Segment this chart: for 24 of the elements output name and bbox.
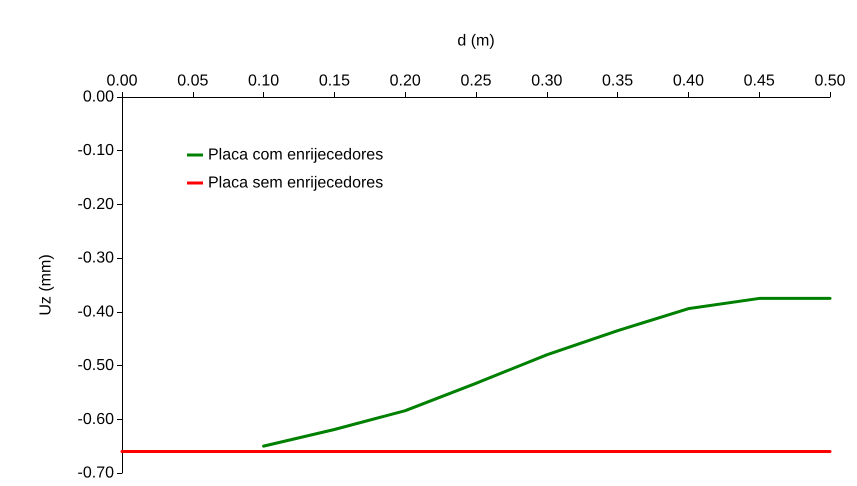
x-tick-label: 0.10 [248,72,280,90]
y-tick-label: -0.20 [78,196,114,213]
x-tick-label: 0.00 [106,72,138,90]
x-tick-label: 0.40 [672,72,704,90]
x-tick-label: 0.30 [531,72,562,90]
y-axis-title: Uz (mm) [38,254,54,316]
x-axis-title: d (m) [457,32,495,50]
x-tick-label: 0.05 [177,72,208,90]
y-tick-label: -0.40 [78,303,114,320]
line-series [262,296,832,448]
x-tick-label: 0.45 [744,72,775,90]
x-tick-label: 0.35 [602,72,634,90]
legend-label: Placa com enrijecedores [208,146,384,164]
x-tick-label: 0.50 [814,72,846,90]
legend-label: Placa sem enrijecedores [208,174,384,192]
y-tick-label: 0.00 [82,88,114,106]
y-tick-label: -0.30 [78,250,114,267]
x-tick-label: 0.15 [318,72,350,90]
y-tick-label: -0.50 [78,357,114,374]
x-tick-label: 0.20 [390,72,421,90]
y-tick-label: -0.60 [78,410,114,428]
x-tick-label: 0.25 [460,72,492,90]
y-tick-label: -0.70 [78,464,114,482]
y-tick-label: -0.10 [78,142,114,160]
